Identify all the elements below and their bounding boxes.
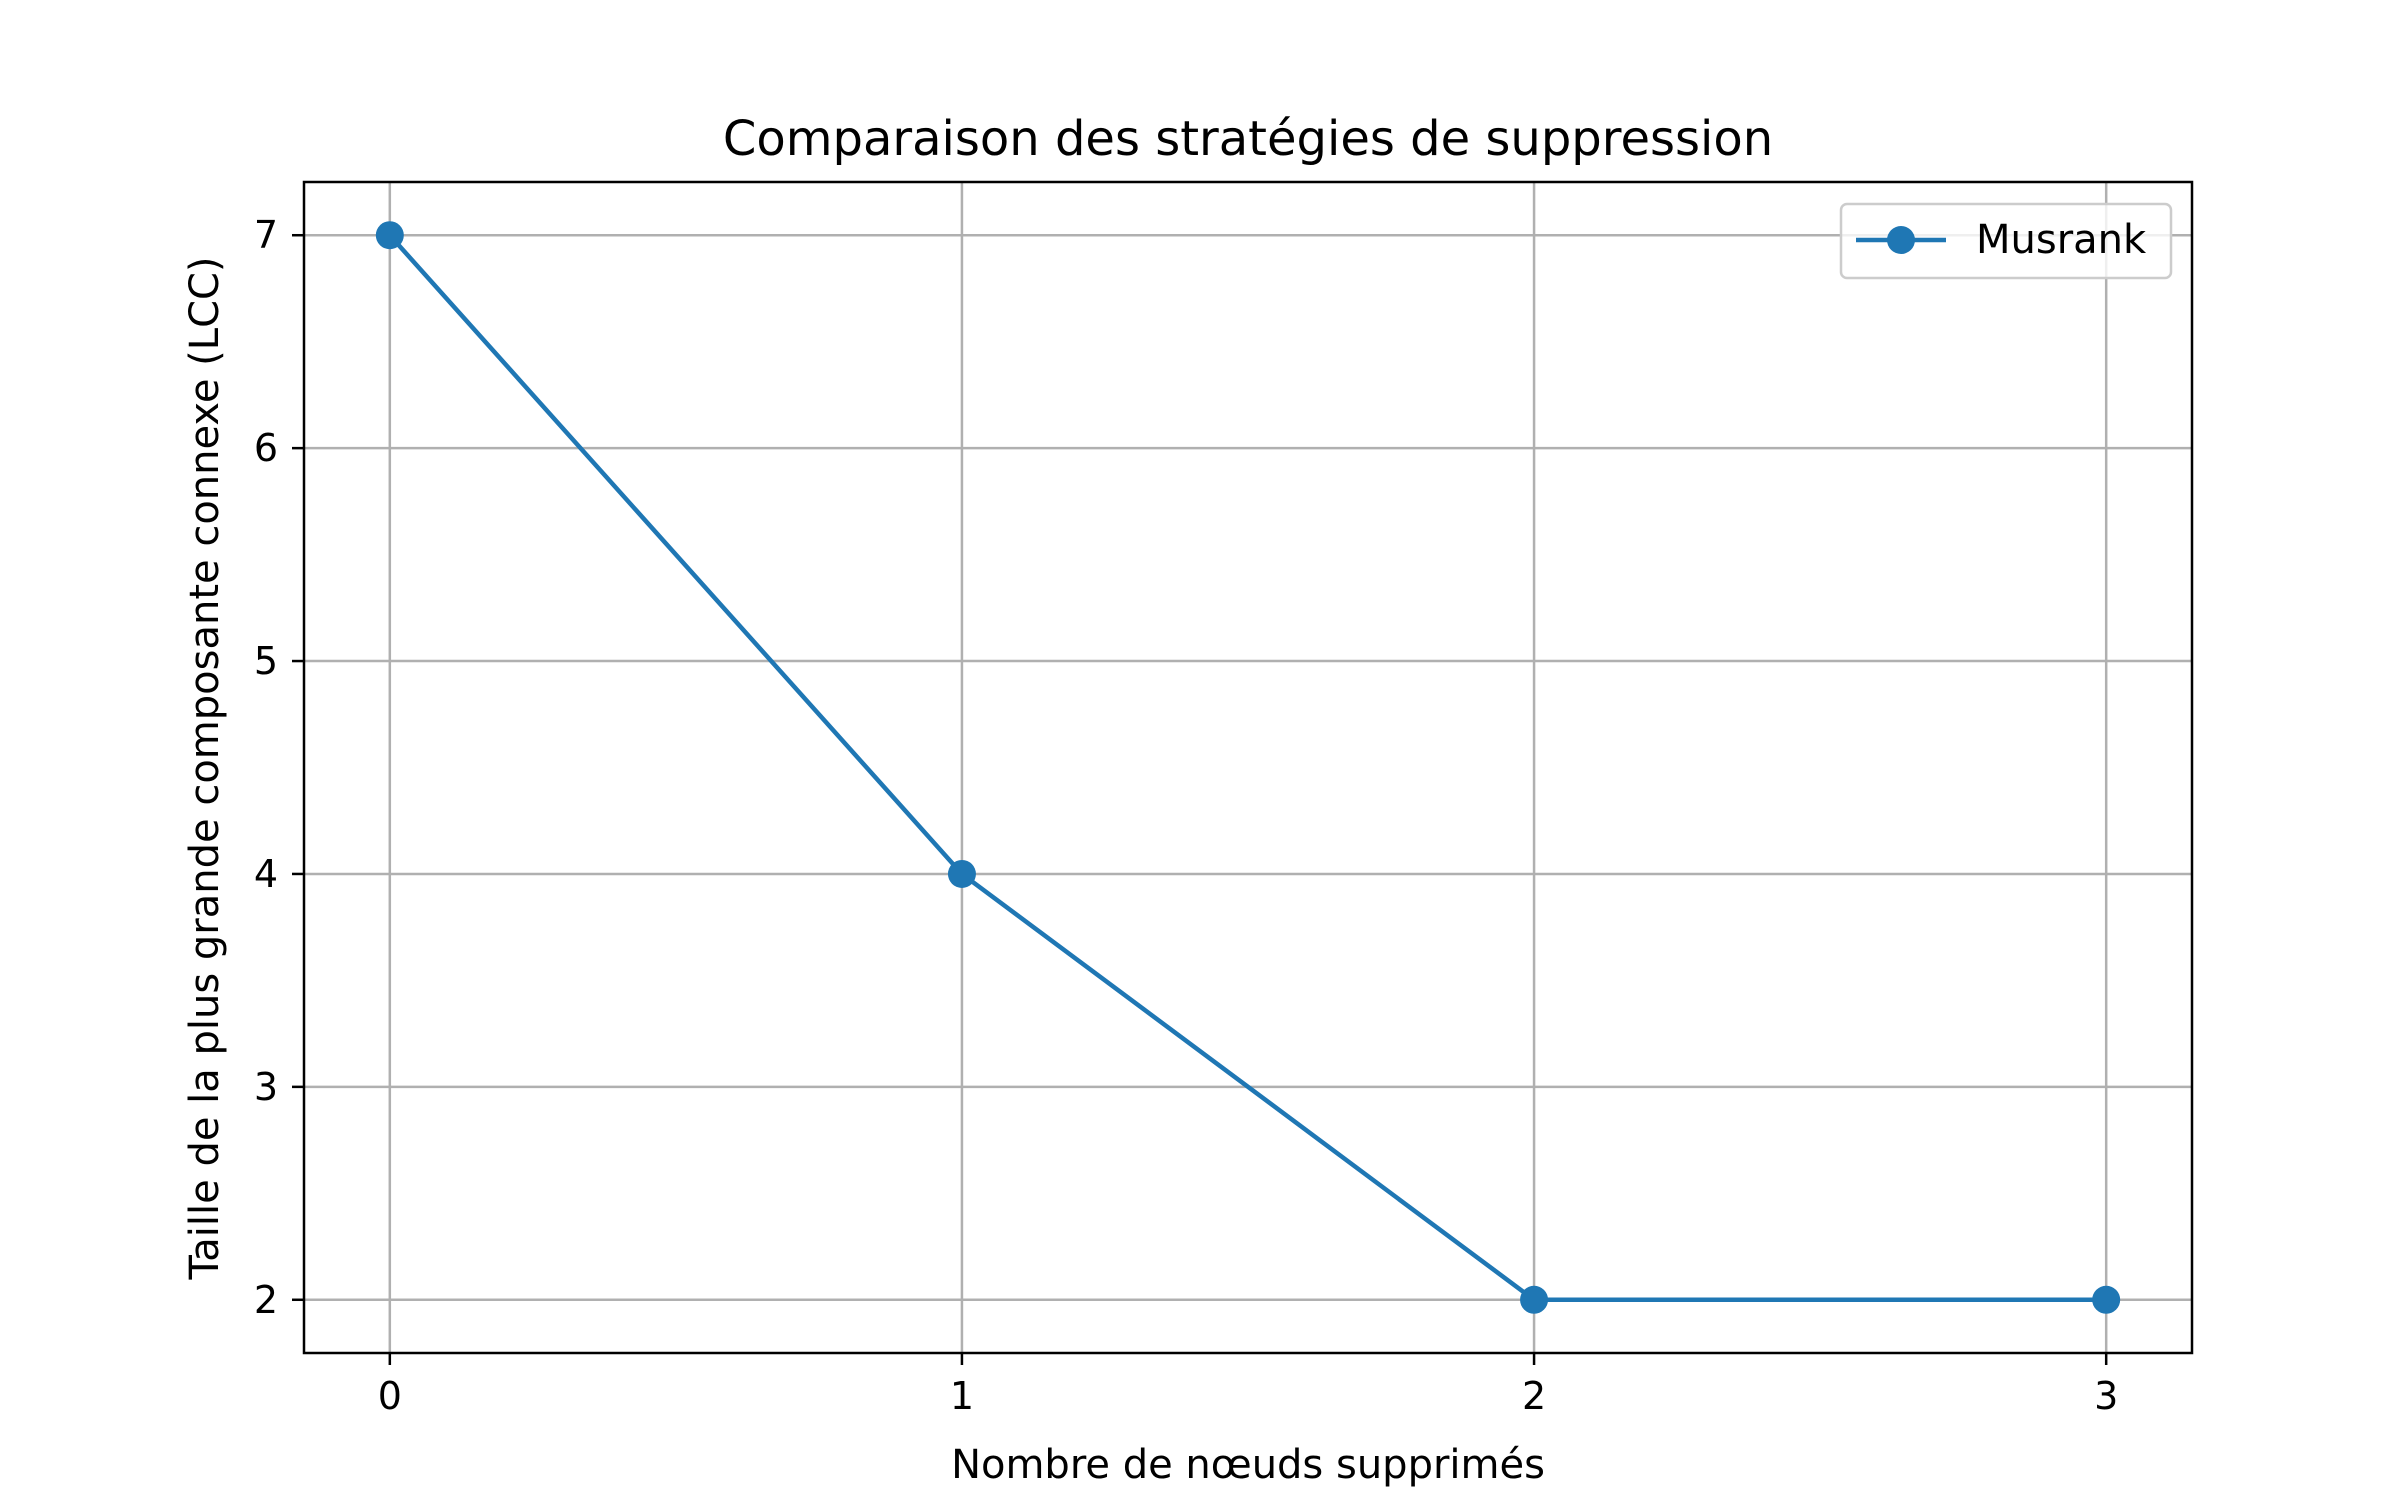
y-tick-label: 3 [254,1065,278,1109]
legend-label: Musrank [1976,217,2147,263]
x-tick-label: 3 [2094,1374,2118,1418]
data-point [1520,1285,1549,1314]
data-point [2092,1285,2121,1314]
legend-box [1839,202,2173,280]
data-point [375,221,404,250]
axis-ticks [292,233,2108,1365]
chart-title: Comparaison des stratégies de suppressio… [723,111,1773,167]
y-tick-label: 5 [254,639,278,683]
x-axis-label: Nombre de nœuds supprimés [951,1442,1545,1488]
y-tick-label: 2 [254,1278,278,1322]
series-line [388,233,2107,1303]
y-tick-label: 7 [254,213,278,257]
y-tick-label: 6 [254,426,278,470]
y-tick-label: 4 [254,852,278,896]
grid-lines [304,182,2192,1353]
plot-area-frame [302,180,2194,1355]
data-point [947,859,976,888]
legend: Musrank [1839,202,2173,280]
x-tick-label: 0 [378,1374,402,1418]
legend-marker-swatch [1887,226,1915,254]
series-layer [375,221,2121,1314]
x-tick-label: 1 [950,1374,974,1418]
y-axis-label: Taille de la plus grande composante conn… [182,256,228,1280]
x-tick-label: 2 [1522,1374,1546,1418]
